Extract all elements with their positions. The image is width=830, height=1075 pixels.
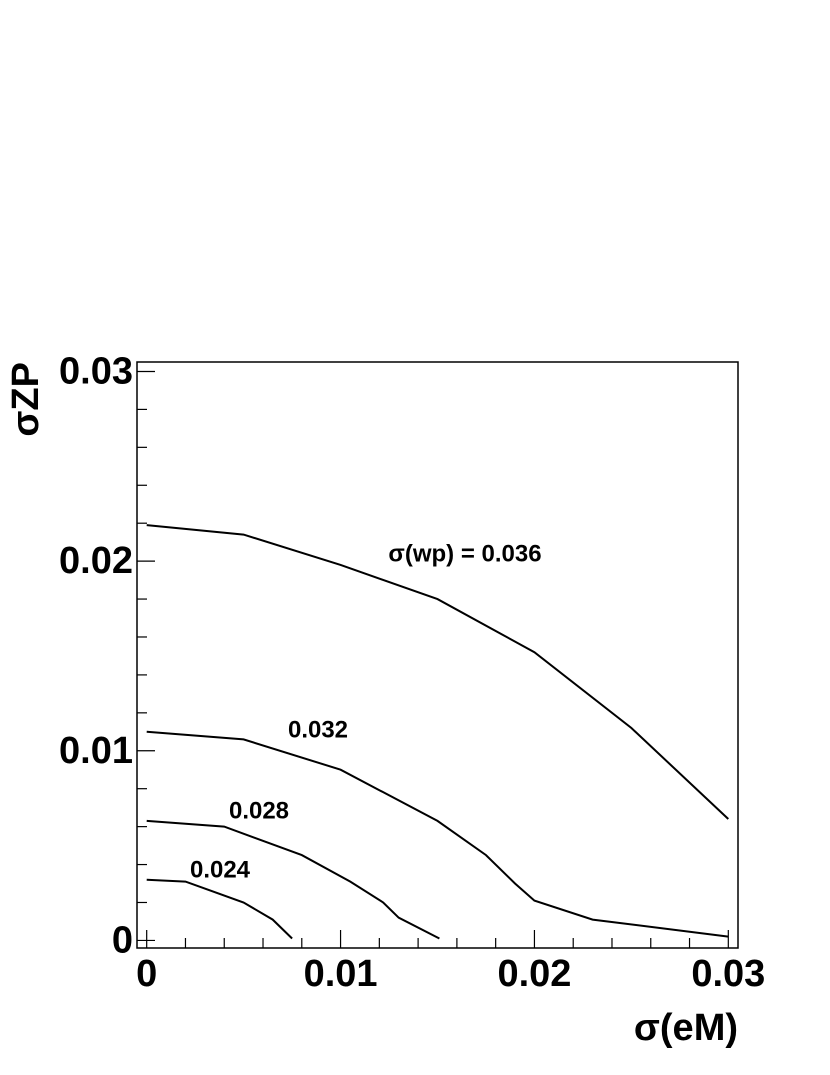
- contour-line: [146, 819, 440, 940]
- contour-label: 0.024: [190, 856, 251, 883]
- y-tick-label: 0.01: [59, 730, 133, 772]
- contour-label: 0.032: [288, 716, 348, 743]
- contour-line: [146, 878, 293, 940]
- contour-label: 0.028: [229, 797, 289, 824]
- contour-line: [146, 524, 729, 820]
- y-tick-label: 0.03: [59, 351, 133, 393]
- y-tick-label: 0.02: [59, 540, 133, 582]
- x-tick-label: 0.03: [691, 953, 765, 995]
- x-tick-label: 0.01: [304, 953, 378, 995]
- y-axis-title: σZP: [5, 362, 47, 437]
- x-axis-title: σ(eM): [634, 1007, 738, 1049]
- contour-line: [146, 730, 729, 938]
- contour-label: σ(wp) = 0.036: [388, 540, 541, 567]
- y-tick-label: 0: [112, 919, 133, 961]
- x-tick-label: 0: [136, 953, 157, 995]
- x-tick-label: 0.02: [497, 953, 571, 995]
- plot-frame: [136, 361, 739, 949]
